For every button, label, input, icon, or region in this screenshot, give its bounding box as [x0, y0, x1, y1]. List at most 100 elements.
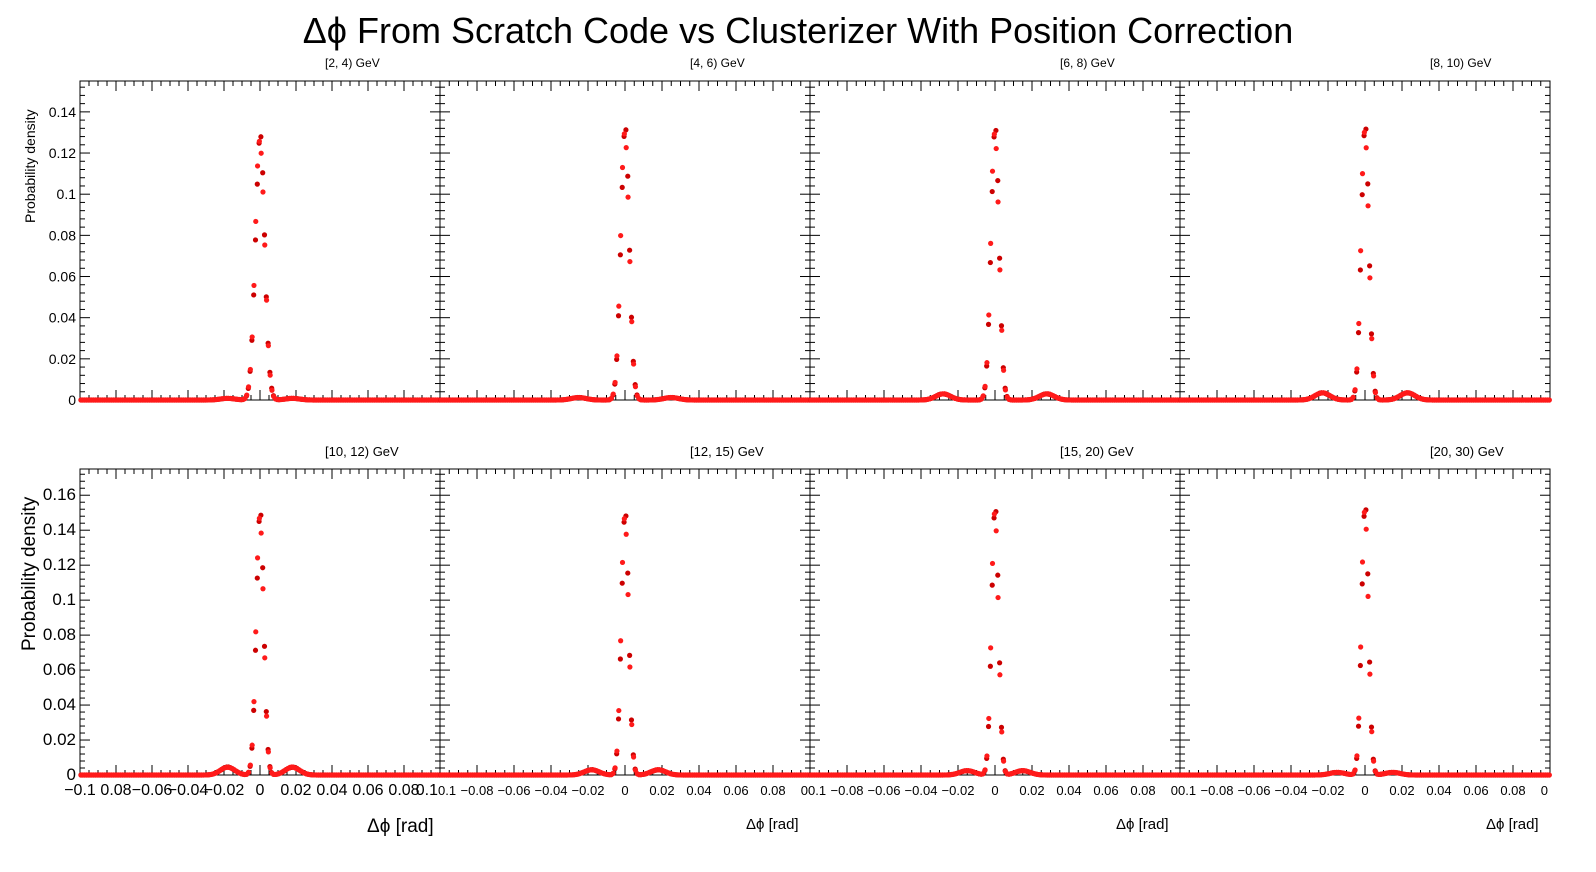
y-axis-title: Probability density [19, 496, 40, 651]
x-tick-label: 0.08 [1500, 783, 1525, 798]
x-tick-label: −0.02 [1312, 783, 1345, 798]
x-tick-label: −0.02 [572, 783, 605, 798]
panel-6: 0.1 −0.08 −0.06 −0.04 −0.02 0 0.02 0.04 0.06 0.08… [438, 468, 812, 798]
data-point [1371, 373, 1377, 379]
x-tick-label: 0.08 [760, 783, 785, 798]
panel-title: [8, 10) GeV [1430, 56, 1492, 70]
panel-title: [10, 12) GeV [325, 444, 399, 459]
x-tick-label: 0.04 [1056, 783, 1081, 798]
data-point [1546, 772, 1552, 778]
data-point [623, 145, 629, 151]
data-point [627, 652, 633, 658]
x-tick-label: −0.08 [1201, 783, 1234, 798]
data-point [1371, 758, 1377, 764]
data-point [258, 134, 264, 140]
data-point [621, 131, 627, 137]
data-point [249, 334, 255, 340]
y-tick-label: 0.08 [49, 227, 76, 243]
data-point [1372, 390, 1379, 396]
data-point [616, 707, 622, 714]
data-point [614, 748, 620, 754]
y-tick-label: 0.02 [43, 730, 76, 749]
data-point [608, 395, 615, 401]
data-point [614, 353, 620, 359]
data-point [1356, 715, 1362, 721]
x-tick-label: −0.06 [132, 782, 173, 799]
data-point [999, 327, 1005, 333]
data-point [991, 515, 997, 521]
data-point [986, 715, 992, 722]
data-point [997, 255, 1003, 261]
x-tick-label: −0.06 [1238, 783, 1271, 798]
panel-title: [15, 20) GeV [1060, 444, 1134, 459]
data-point [1354, 366, 1360, 372]
data-point [1358, 248, 1364, 254]
data-point [627, 258, 633, 265]
y-tick-label: 0.1 [57, 186, 77, 202]
data-point [247, 762, 253, 768]
data-point [251, 292, 257, 298]
x-tick-label: 0.1 [808, 783, 826, 798]
series-2 [78, 138, 442, 403]
data-point [1365, 571, 1371, 577]
data-point [618, 232, 624, 239]
data-point [269, 387, 275, 393]
data-point [997, 672, 1003, 678]
data-point [1367, 659, 1373, 665]
panel-title: [12, 15) GeV [690, 444, 764, 459]
data-point [251, 282, 257, 289]
x-tick-label: −0.04 [535, 783, 568, 798]
y-tick-label: 0 [68, 392, 76, 408]
data-point [987, 663, 993, 669]
x-tick-label: 0.1 [438, 783, 456, 798]
data-point [249, 742, 255, 748]
y-tick-label: 0.04 [43, 695, 76, 714]
series-2 [1178, 509, 1552, 778]
panel-frame [79, 80, 441, 401]
data-point [1369, 336, 1375, 342]
x-axis-title: Δϕ [rad] [1116, 816, 1169, 833]
data-point [610, 391, 616, 397]
data-point [258, 530, 264, 536]
data-point [997, 660, 1003, 666]
data-point [244, 392, 250, 398]
data-point [256, 138, 262, 144]
data-point [985, 723, 992, 730]
data-point [1365, 593, 1371, 600]
data-point [993, 528, 999, 534]
data-point [988, 240, 994, 246]
data-point [260, 565, 266, 571]
data-point [267, 765, 273, 771]
data-point [984, 753, 990, 759]
data-point [617, 252, 623, 258]
y-tick-label: 0.06 [49, 269, 76, 285]
data-point [629, 721, 635, 728]
data-point [621, 516, 627, 522]
y-tick-label: 0.04 [49, 310, 76, 326]
x-tick-label: −0.04 [168, 782, 209, 799]
data-point [997, 267, 1003, 273]
x-tick-label: −0.1 [64, 782, 96, 799]
panel-title: [2, 4) GeV [325, 56, 380, 70]
data-point [1356, 320, 1362, 327]
panel-2 [438, 80, 812, 403]
data-point [245, 384, 252, 390]
data-point [615, 716, 622, 722]
data-point [989, 560, 996, 567]
panel-title: [4, 6) GeV [690, 56, 745, 70]
series-1 [1178, 126, 1552, 403]
data-point [999, 729, 1005, 735]
y-tick-label: 0.16 [43, 485, 76, 504]
data-point [1369, 729, 1375, 735]
x-tick-label: 0.06 [723, 783, 748, 798]
data-point [632, 384, 639, 390]
x-tick-label: 0.08 [388, 782, 419, 799]
data-point [245, 769, 252, 775]
data-point [260, 189, 266, 195]
x-tick-label: −0.02 [942, 783, 975, 798]
data-point [263, 297, 270, 303]
data-point [618, 638, 624, 644]
x-tick-label: −0.08 [831, 783, 864, 798]
data-point [625, 570, 631, 576]
data-point [254, 181, 260, 187]
